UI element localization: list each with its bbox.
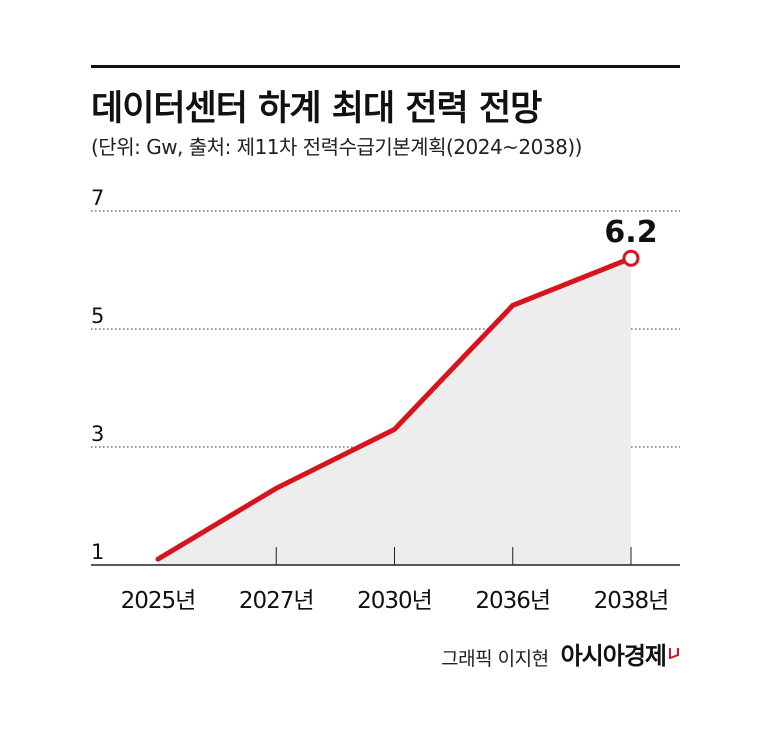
x-tick-label: 2036년 — [475, 588, 550, 614]
x-tick-label: 2038년 — [594, 588, 669, 614]
graphic-credit: 그래픽 이지현 — [441, 648, 549, 670]
title-rule — [91, 65, 680, 68]
x-tick-label: 2027년 — [239, 588, 314, 614]
y-tick-label: 3 — [91, 422, 104, 446]
y-tick-label: 5 — [91, 304, 104, 328]
chart-subtitle: (단위: Gw, 출처: 제11차 전력수급기본계획(2024~2038)) — [91, 135, 582, 159]
y-tick-label: 7 — [91, 186, 104, 210]
brand-logo: 아시아경제 — [560, 642, 667, 670]
chart-title: 데이터센터 하계 최대 전력 전망 — [91, 89, 542, 129]
x-tick-label: 2030년 — [357, 588, 432, 614]
highlight-point — [622, 249, 640, 267]
x-tick-label: 2025년 — [121, 588, 196, 614]
data-label-last: 6.2 — [604, 215, 657, 250]
y-tick-label: 1 — [91, 540, 104, 564]
footer: 그래픽 이지현 아시아경제 — [441, 636, 679, 671]
brand-mark-icon — [669, 648, 679, 659]
